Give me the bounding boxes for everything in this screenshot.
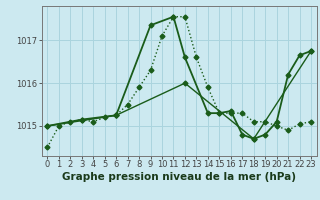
X-axis label: Graphe pression niveau de la mer (hPa): Graphe pression niveau de la mer (hPa) xyxy=(62,172,296,182)
